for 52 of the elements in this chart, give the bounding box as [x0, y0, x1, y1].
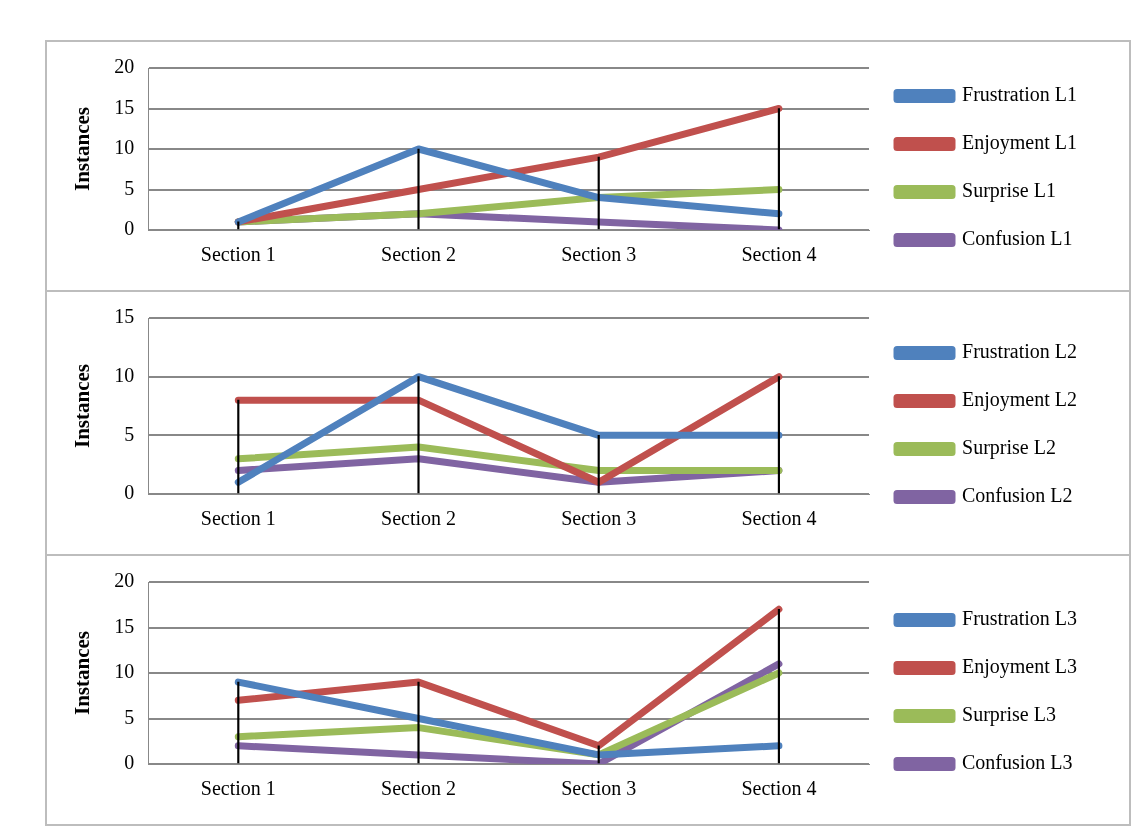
x-tick-label: Section 3 — [561, 777, 637, 800]
x-tick-label: Section 4 — [741, 507, 817, 530]
x-tick-label: Section 3 — [561, 243, 637, 266]
bar — [777, 376, 780, 494]
y-tick-label: 10 — [114, 363, 135, 386]
legend-label: Frustration L3 — [962, 607, 1078, 630]
legend-label: Surprise L1 — [962, 179, 1056, 203]
bar — [417, 681, 420, 764]
x-tick-label: Section 2 — [381, 243, 456, 266]
y-tick-label: 15 — [114, 614, 135, 637]
legend-label: Surprise L3 — [962, 703, 1056, 727]
y-tick-label: 15 — [114, 305, 135, 328]
y-tick-label: 5 — [124, 176, 135, 199]
legend-label: Enjoyment L3 — [962, 655, 1077, 679]
y-axis-title: Instances — [70, 106, 95, 192]
bar — [777, 108, 780, 230]
bar — [777, 608, 780, 764]
bar — [417, 376, 420, 494]
legend-label: Surprise L2 — [962, 436, 1056, 460]
y-tick-label: 0 — [124, 751, 135, 774]
x-tick-label: Section 1 — [200, 243, 276, 266]
y-tick-label: 10 — [114, 660, 135, 683]
y-tick-label: 15 — [114, 95, 135, 118]
y-tick-label: 10 — [114, 136, 135, 159]
x-tick-label: Section 2 — [381, 507, 456, 530]
legend-label: Confusion L3 — [962, 751, 1073, 774]
y-tick-label: 0 — [124, 217, 135, 240]
y-tick-label: 5 — [124, 422, 135, 445]
x-tick-label: Section 1 — [200, 507, 276, 530]
legend-label: Frustration L2 — [962, 340, 1078, 363]
legend-label: Frustration L1 — [962, 83, 1078, 106]
y-axis-title: Instances — [70, 363, 95, 449]
x-tick-label: Section 1 — [200, 777, 276, 800]
x-tick-label: Section 2 — [381, 777, 456, 800]
bar — [597, 745, 600, 764]
bar — [417, 148, 420, 230]
x-tick-label: Section 4 — [741, 777, 817, 800]
y-tick-label: 0 — [124, 481, 135, 504]
legend-label: Enjoyment L2 — [962, 388, 1077, 412]
y-tick-label: 20 — [114, 55, 135, 78]
bar — [237, 399, 240, 494]
legend-label: Enjoyment L1 — [962, 131, 1077, 155]
y-tick-label: 5 — [124, 705, 135, 728]
legend-label: Confusion L1 — [962, 227, 1073, 250]
x-tick-label: Section 4 — [741, 243, 817, 266]
x-tick-label: Section 3 — [561, 507, 637, 530]
legend-label: Confusion L2 — [962, 484, 1073, 507]
y-tick-label: 20 — [114, 569, 135, 592]
bar — [597, 435, 600, 494]
bar — [597, 156, 600, 230]
y-axis-title: Instances — [70, 630, 95, 716]
bar — [237, 681, 240, 764]
